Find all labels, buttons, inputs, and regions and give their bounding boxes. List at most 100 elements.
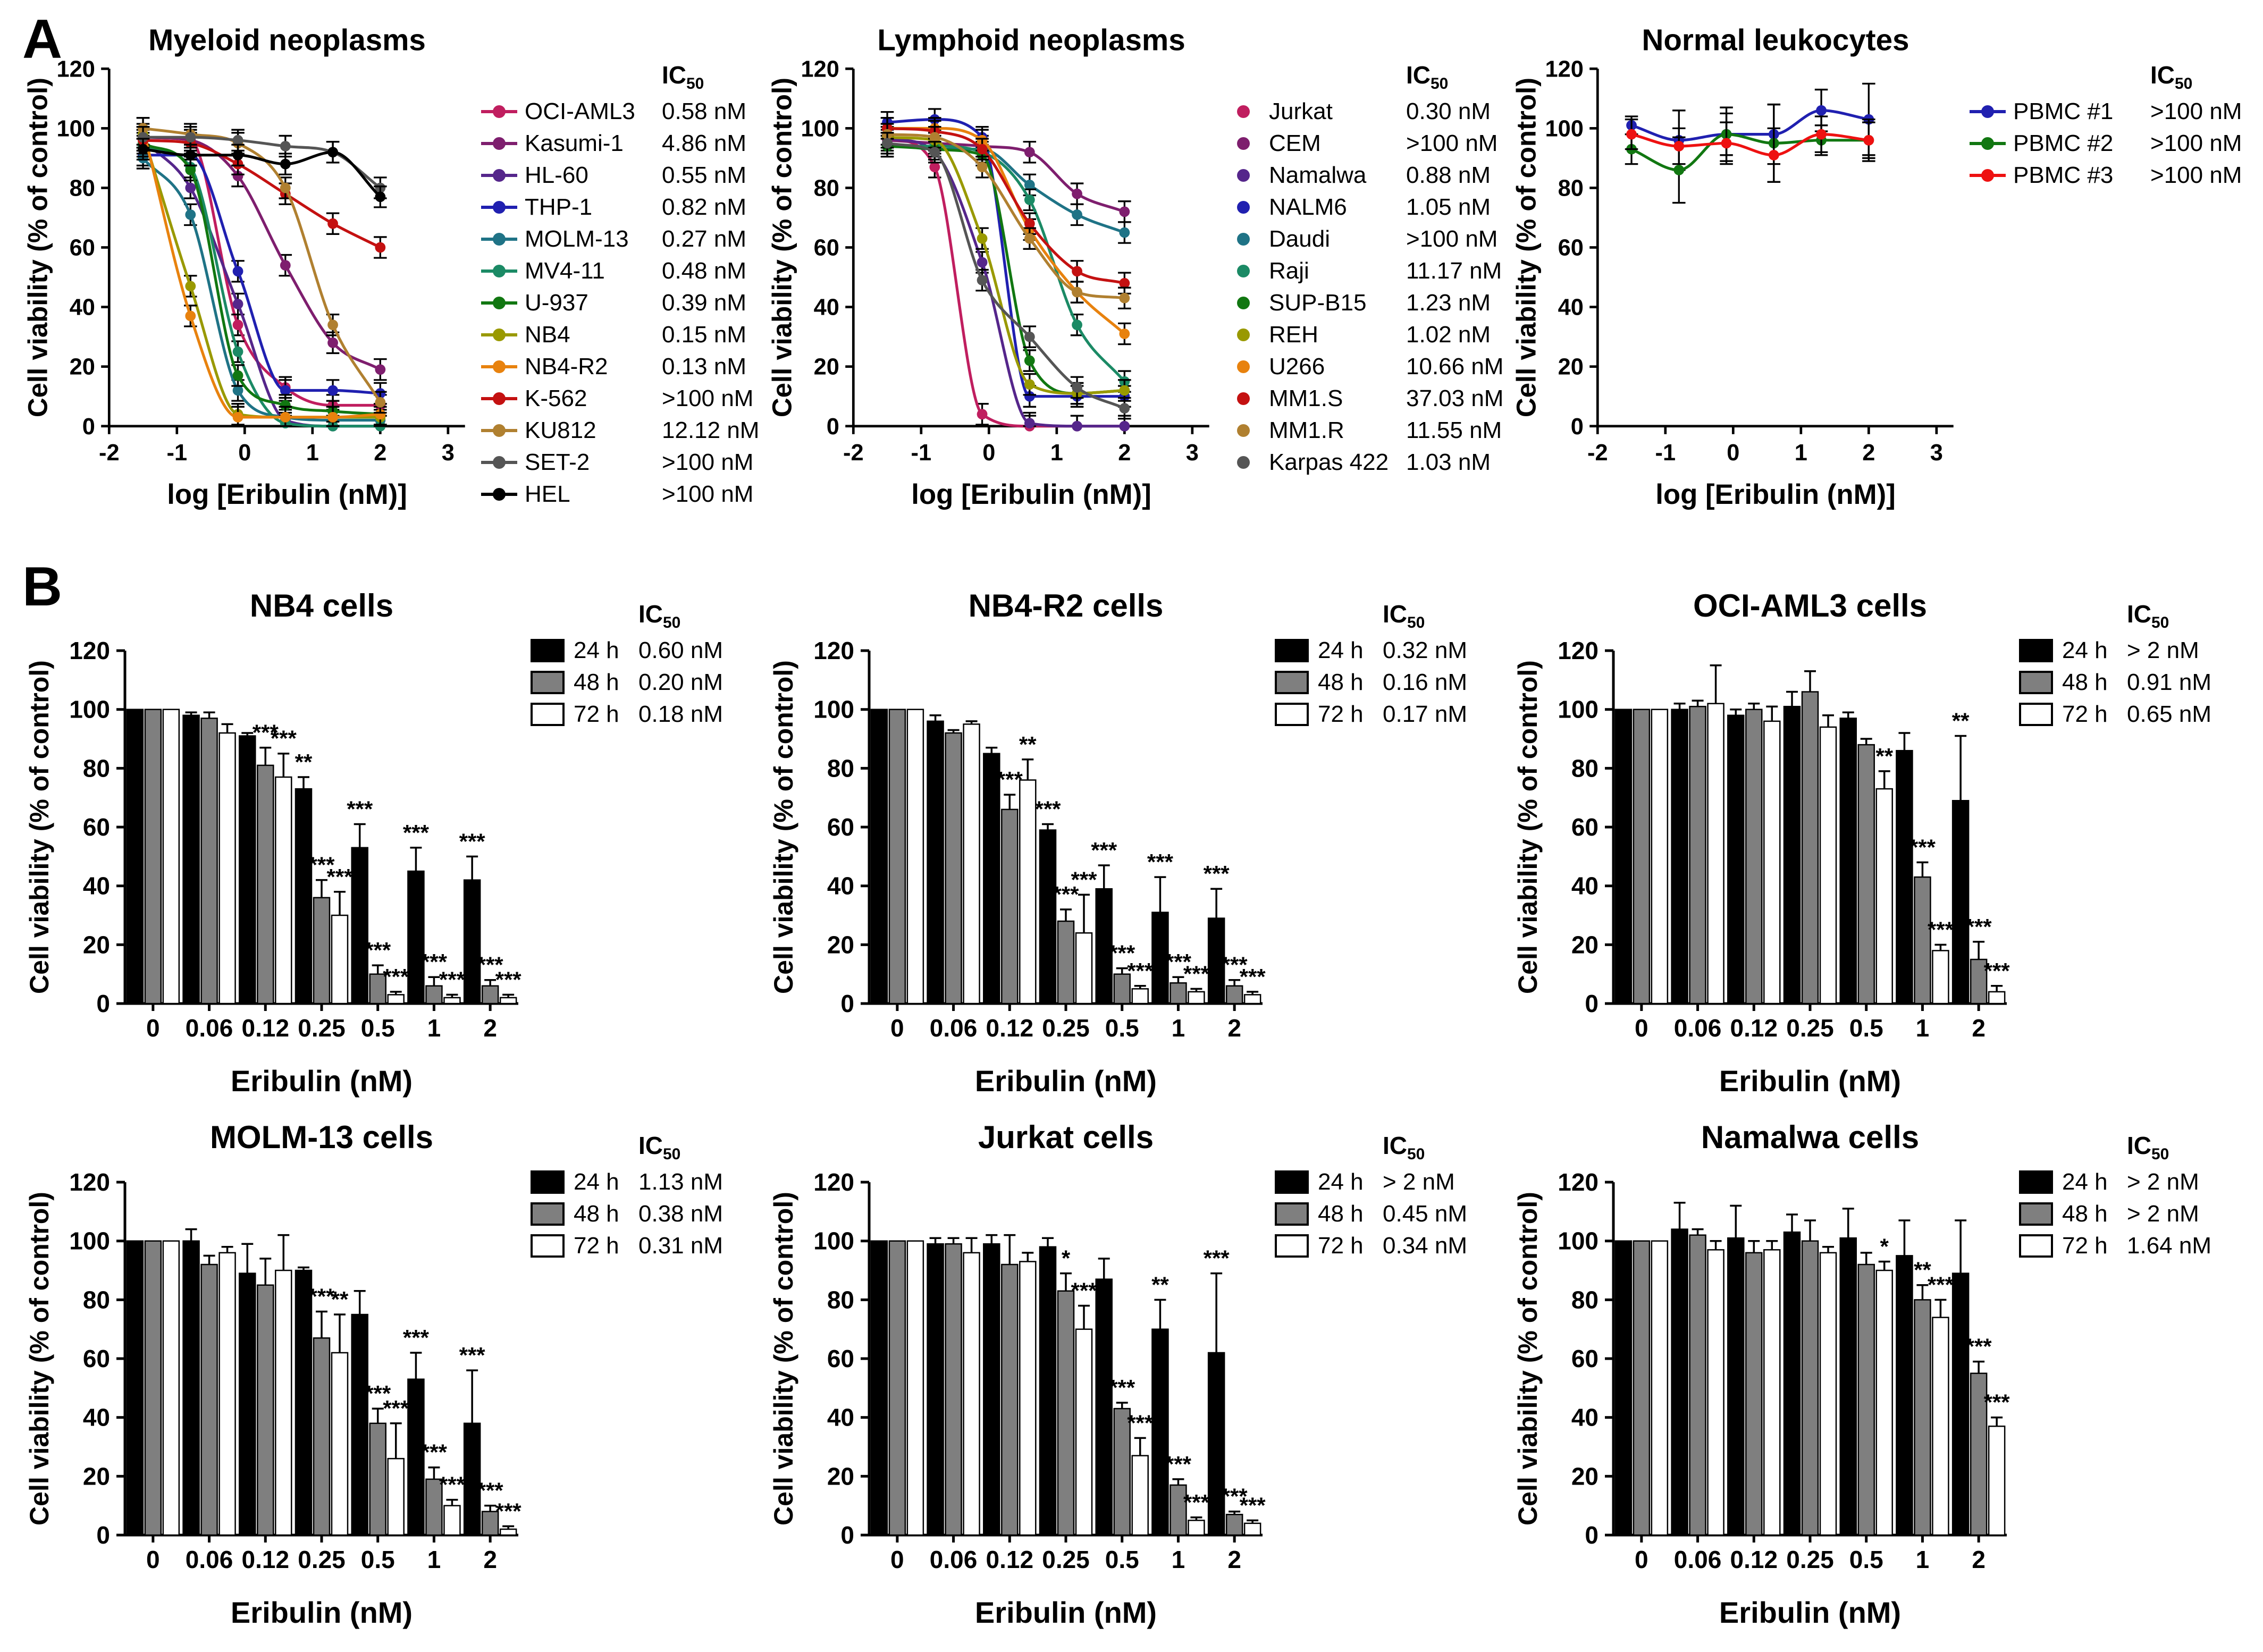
y-tick-label: 20 bbox=[814, 355, 839, 380]
legend-marker-u266 bbox=[1224, 359, 1266, 375]
x-axis-title: log [Eribulin (nM)] bbox=[1655, 479, 1896, 510]
y-axis-title: Cell viability (% of control) bbox=[1512, 78, 1541, 417]
error-bar bbox=[1229, 979, 1241, 986]
bars-48-h: ***** bbox=[1633, 1219, 1992, 1536]
data-point bbox=[375, 397, 386, 408]
bar bbox=[257, 764, 274, 1005]
legend-swatch-24-h bbox=[2018, 638, 2057, 663]
ic50-header: IC50 bbox=[1406, 61, 1449, 93]
significance-stars: *** bbox=[308, 1284, 335, 1309]
error-bar bbox=[1730, 1204, 1742, 1238]
error-bar bbox=[298, 776, 309, 789]
bar bbox=[387, 1457, 405, 1536]
x-axis-title: Eribulin (nM) bbox=[231, 1064, 413, 1098]
y-axis: 0 20 40 60 80 100 120 bbox=[1558, 1168, 1615, 1549]
y-axis-title: Cell viability (% of control) bbox=[769, 1192, 798, 1525]
error-bar bbox=[1955, 735, 1967, 801]
bar bbox=[1783, 1231, 1801, 1536]
y-tick-label: 0 bbox=[827, 414, 839, 440]
bar bbox=[407, 870, 425, 1005]
series-marker-icon bbox=[481, 233, 517, 246]
data-point bbox=[1072, 188, 1082, 199]
chart-oci-aml3-cells: OCI-AML3 cells 0 20 40 60 80 100 120 0 0.06 0.12 0.… bbox=[1512, 589, 2257, 1120]
significance-stars: *** bbox=[1165, 949, 1192, 974]
legend-nb4-cells: IC50 24 h 0.60 nM 48 h 0.20 nM 72 h 0.18 nM bbox=[530, 600, 739, 728]
plot-myeloid-neoplasms: Myeloid neoplasms 0 20 40 60 80 100 120 -2 -1 0 1 2 3… bbox=[24, 23, 465, 510]
fit-curve bbox=[143, 136, 381, 189]
data-point bbox=[232, 149, 243, 161]
significance-stars: *** bbox=[365, 1381, 391, 1406]
y-axis: 0 20 40 60 80 100 120 bbox=[1545, 56, 1599, 440]
significance-stars: ** bbox=[1914, 1258, 1931, 1283]
bar bbox=[983, 1243, 1000, 1536]
ic50-subscript: 50 bbox=[1407, 1145, 1425, 1164]
y-tick-label: 20 bbox=[83, 1462, 110, 1490]
error-bar bbox=[1916, 1284, 1929, 1300]
error-bar bbox=[1060, 1272, 1072, 1291]
error-bar bbox=[221, 1246, 233, 1253]
bar bbox=[1188, 1520, 1205, 1536]
legend-ic50-value: 0.34 nM bbox=[1383, 1233, 1467, 1259]
legend-ic50-value: 37.03 nM bbox=[1406, 385, 1504, 412]
bar bbox=[295, 1269, 313, 1536]
bar bbox=[1763, 1249, 1781, 1536]
x-tick-label: -1 bbox=[1655, 440, 1676, 466]
bar bbox=[387, 994, 405, 1005]
error-bar bbox=[1934, 943, 1947, 951]
x-tick-label: 1 bbox=[1916, 1014, 1930, 1042]
error-bar bbox=[965, 1237, 978, 1253]
data-point bbox=[929, 162, 940, 173]
x-tick-label: 1 bbox=[427, 1546, 441, 1573]
series-swatch-icon bbox=[2019, 639, 2053, 663]
bar bbox=[1689, 705, 1706, 1005]
data-point bbox=[327, 385, 338, 396]
y-axis: 0 20 40 60 80 100 120 bbox=[69, 1168, 127, 1549]
legend-swatch-48-h bbox=[530, 1202, 568, 1226]
data-point bbox=[1024, 194, 1035, 205]
legend-series-name: PBMC #3 bbox=[2013, 162, 2114, 189]
error-bar bbox=[1154, 876, 1166, 913]
significance-stars: *** bbox=[997, 767, 1023, 792]
legend-series-name: Jurkat bbox=[1269, 98, 1333, 125]
y-tick-label: 120 bbox=[1545, 56, 1584, 82]
legend-ic50-value: > 2 nM bbox=[1383, 1169, 1455, 1195]
legend-series-name: HEL bbox=[525, 481, 570, 508]
data-point bbox=[232, 370, 243, 381]
error-bar bbox=[1022, 758, 1034, 780]
y-tick-label: 0 bbox=[1585, 1521, 1599, 1549]
error-bar bbox=[1098, 1258, 1110, 1279]
bar bbox=[1225, 985, 1243, 1005]
bar bbox=[463, 879, 481, 1005]
x-tick-label: 0 bbox=[1727, 440, 1739, 466]
error-bar bbox=[1078, 894, 1090, 933]
legend-marker-thp-1 bbox=[480, 199, 521, 215]
x-tick-label: 2 bbox=[483, 1014, 497, 1042]
bars-72-h: *********** bbox=[162, 1234, 522, 1536]
legend-ic50-value: 1.13 nM bbox=[638, 1169, 723, 1195]
legend-swatch-24-h bbox=[2018, 1170, 2057, 1194]
x-tick-label: -2 bbox=[843, 440, 864, 466]
data-point bbox=[1721, 138, 1732, 149]
legend-marker-hl-60 bbox=[480, 167, 521, 183]
chart-title: OCI-AML3 cells bbox=[1693, 589, 1927, 623]
bars-48-h: ********** bbox=[888, 1234, 1248, 1536]
fit-curve bbox=[887, 127, 1126, 335]
y-axis-title: Cell viability (% of control) bbox=[24, 1192, 54, 1525]
significance-stars: *** bbox=[365, 938, 391, 963]
legend-series-name: Raji bbox=[1269, 258, 1309, 284]
error-bar bbox=[1172, 1478, 1184, 1485]
bar bbox=[1727, 714, 1745, 1005]
significance-stars: *** bbox=[1034, 797, 1061, 822]
significance-stars: *** bbox=[1240, 964, 1266, 989]
significance-stars: *** bbox=[1071, 867, 1097, 892]
bar bbox=[126, 709, 144, 1005]
bar bbox=[1896, 1255, 1913, 1536]
error-bar bbox=[1154, 1299, 1166, 1329]
error-bar bbox=[446, 1498, 458, 1506]
significance-stars: *** bbox=[495, 1498, 522, 1523]
legend-marker-oci-aml3 bbox=[480, 104, 521, 120]
series-hl-60 bbox=[136, 129, 387, 432]
y-tick-label: 120 bbox=[1558, 1168, 1599, 1196]
series-pbmc-2 bbox=[1625, 103, 1875, 204]
error-bar bbox=[965, 720, 978, 724]
